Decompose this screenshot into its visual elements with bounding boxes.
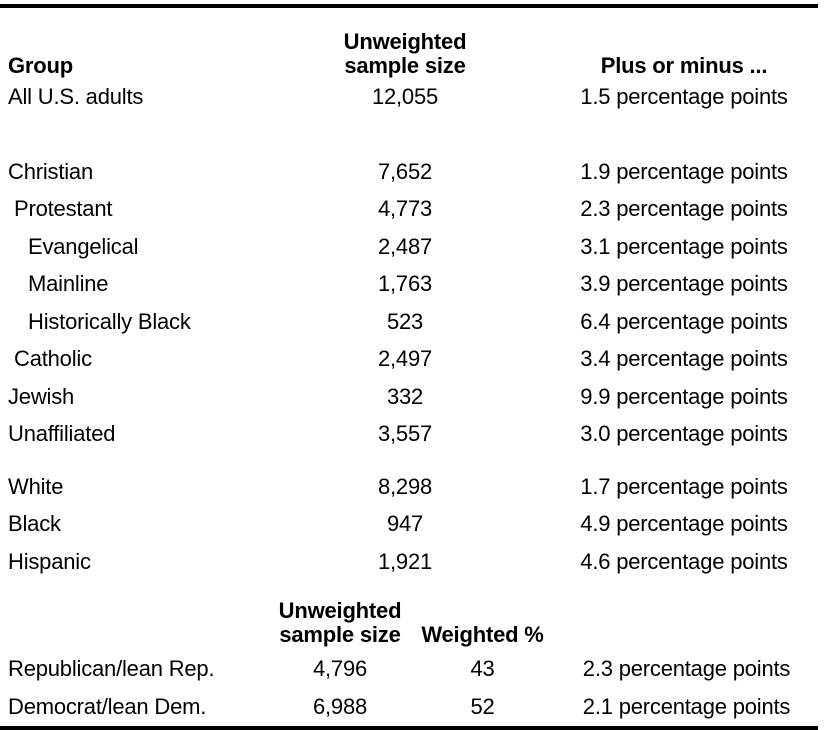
moe-cell: 2.3 percentage points [582,656,791,682]
moe-cell: 3.9 percentage points [580,271,788,297]
moe-cell: 1.9 percentage points [580,158,788,184]
group-cell: Jewish [8,383,75,409]
group-cell: Christian [8,158,94,184]
table-row: Black 947 4.9 percentage points [0,506,838,544]
sample-size-cell: 7,652 [377,158,433,184]
group-cell: Catholic [14,346,92,372]
moe-cell: 3.1 percentage points [580,233,788,259]
group-cell: Historically Black [28,308,191,334]
moe-cell: 3.4 percentage points [580,346,788,372]
party-column-header-unweighted-line2: sample size [279,621,401,647]
moe-cell: 3.0 percentage points [580,421,788,447]
column-header-group: Group [8,53,73,78]
moe-cell: 1.5 percentage points [580,83,788,109]
sample-size-cell: 8,298 [377,473,433,499]
section-gap [0,581,838,599]
moe-cell: 9.9 percentage points [580,383,788,409]
party-rows: Republican/lean Rep. 4,796 43 2.3 percen… [0,651,838,726]
table-row: Hispanic 1,921 4.6 percentage points [0,543,838,581]
group-cell: Protestant [14,196,113,222]
party-column-header-unweighted: Unweighted sample size [270,597,410,647]
table-row: Catholic 2,497 3.4 percentage points [0,341,838,379]
table-row: Unaffiliated 3,557 3.0 percentage points [0,416,838,454]
column-header-unweighted-line2: sample size [344,53,466,78]
column-header-unweighted: Unweighted sample size [300,30,510,78]
table-row: White 8,298 1.7 percentage points [0,468,838,506]
sample-size-cell: 2,497 [377,346,433,372]
moe-cell: 2.3 percentage points [580,196,788,222]
row-gap [0,116,838,154]
party-column-header-unweighted-line1: Unweighted [278,597,402,623]
sample-size-cell: 1,763 [377,271,433,297]
sample-size-cell: 3,557 [377,421,433,447]
sample-size-cell: 523 [386,308,424,334]
table-row: All U.S. adults 12,055 1.5 percentage po… [0,78,838,116]
moe-cell: 4.9 percentage points [580,511,788,537]
moe-cell: 6.4 percentage points [580,308,788,334]
sample-size-cell: 4,773 [377,196,433,222]
sample-size-cell: 4,796 [312,656,368,682]
table-row: Christian 7,652 1.9 percentage points [0,153,838,191]
main-table-header: Group Unweighted sample size Plus or min… [0,30,838,78]
sample-size-cell: 332 [386,383,424,409]
sample-size-cell: 1,921 [377,548,433,574]
moe-cell: 4.6 percentage points [580,548,788,574]
bottom-rule [0,725,818,730]
sample-size-cell: 12,055 [371,83,439,109]
group-cell: Democrat/lean Dem. [8,693,207,719]
weighted-cell: 52 [470,693,495,719]
moe-cell: 2.1 percentage points [582,693,791,719]
group-cell: Hispanic [8,548,91,574]
table-row: Evangelical 2,487 3.1 percentage points [0,228,838,266]
party-column-header-weighted: Weighted % [421,621,544,647]
group-cell: All U.S. adults [8,83,144,109]
table-row: Protestant 4,773 2.3 percentage points [0,191,838,229]
table-row: Democrat/lean Dem. 6,988 52 2.1 percenta… [0,688,838,726]
weighted-cell: 43 [470,656,495,682]
column-header-plus-minus: Plus or minus ... [600,53,768,78]
column-header-unweighted-line1: Unweighted [343,29,467,54]
group-cell: Mainline [28,271,109,297]
sample-size-cell: 6,988 [312,693,368,719]
group-cell: Unaffiliated [8,421,116,447]
table-row: Mainline 1,763 3.9 percentage points [0,266,838,304]
table-row: Historically Black 523 6.4 percentage po… [0,303,838,341]
top-rule [0,4,818,8]
table-row: Republican/lean Rep. 4,796 43 2.3 percen… [0,651,838,689]
row-gap [0,453,838,468]
group-cell: Evangelical [28,233,139,259]
sample-size-cell: 2,487 [377,233,433,259]
group-cell: Republican/lean Rep. [8,656,215,682]
moe-cell: 1.7 percentage points [580,473,788,499]
party-table-header: Unweighted sample size Weighted % [0,597,838,647]
group-cell: White [8,473,64,499]
sample-size-cell: 947 [386,511,424,537]
table-row: Jewish 332 9.9 percentage points [0,378,838,416]
group-cell: Black [8,511,61,537]
